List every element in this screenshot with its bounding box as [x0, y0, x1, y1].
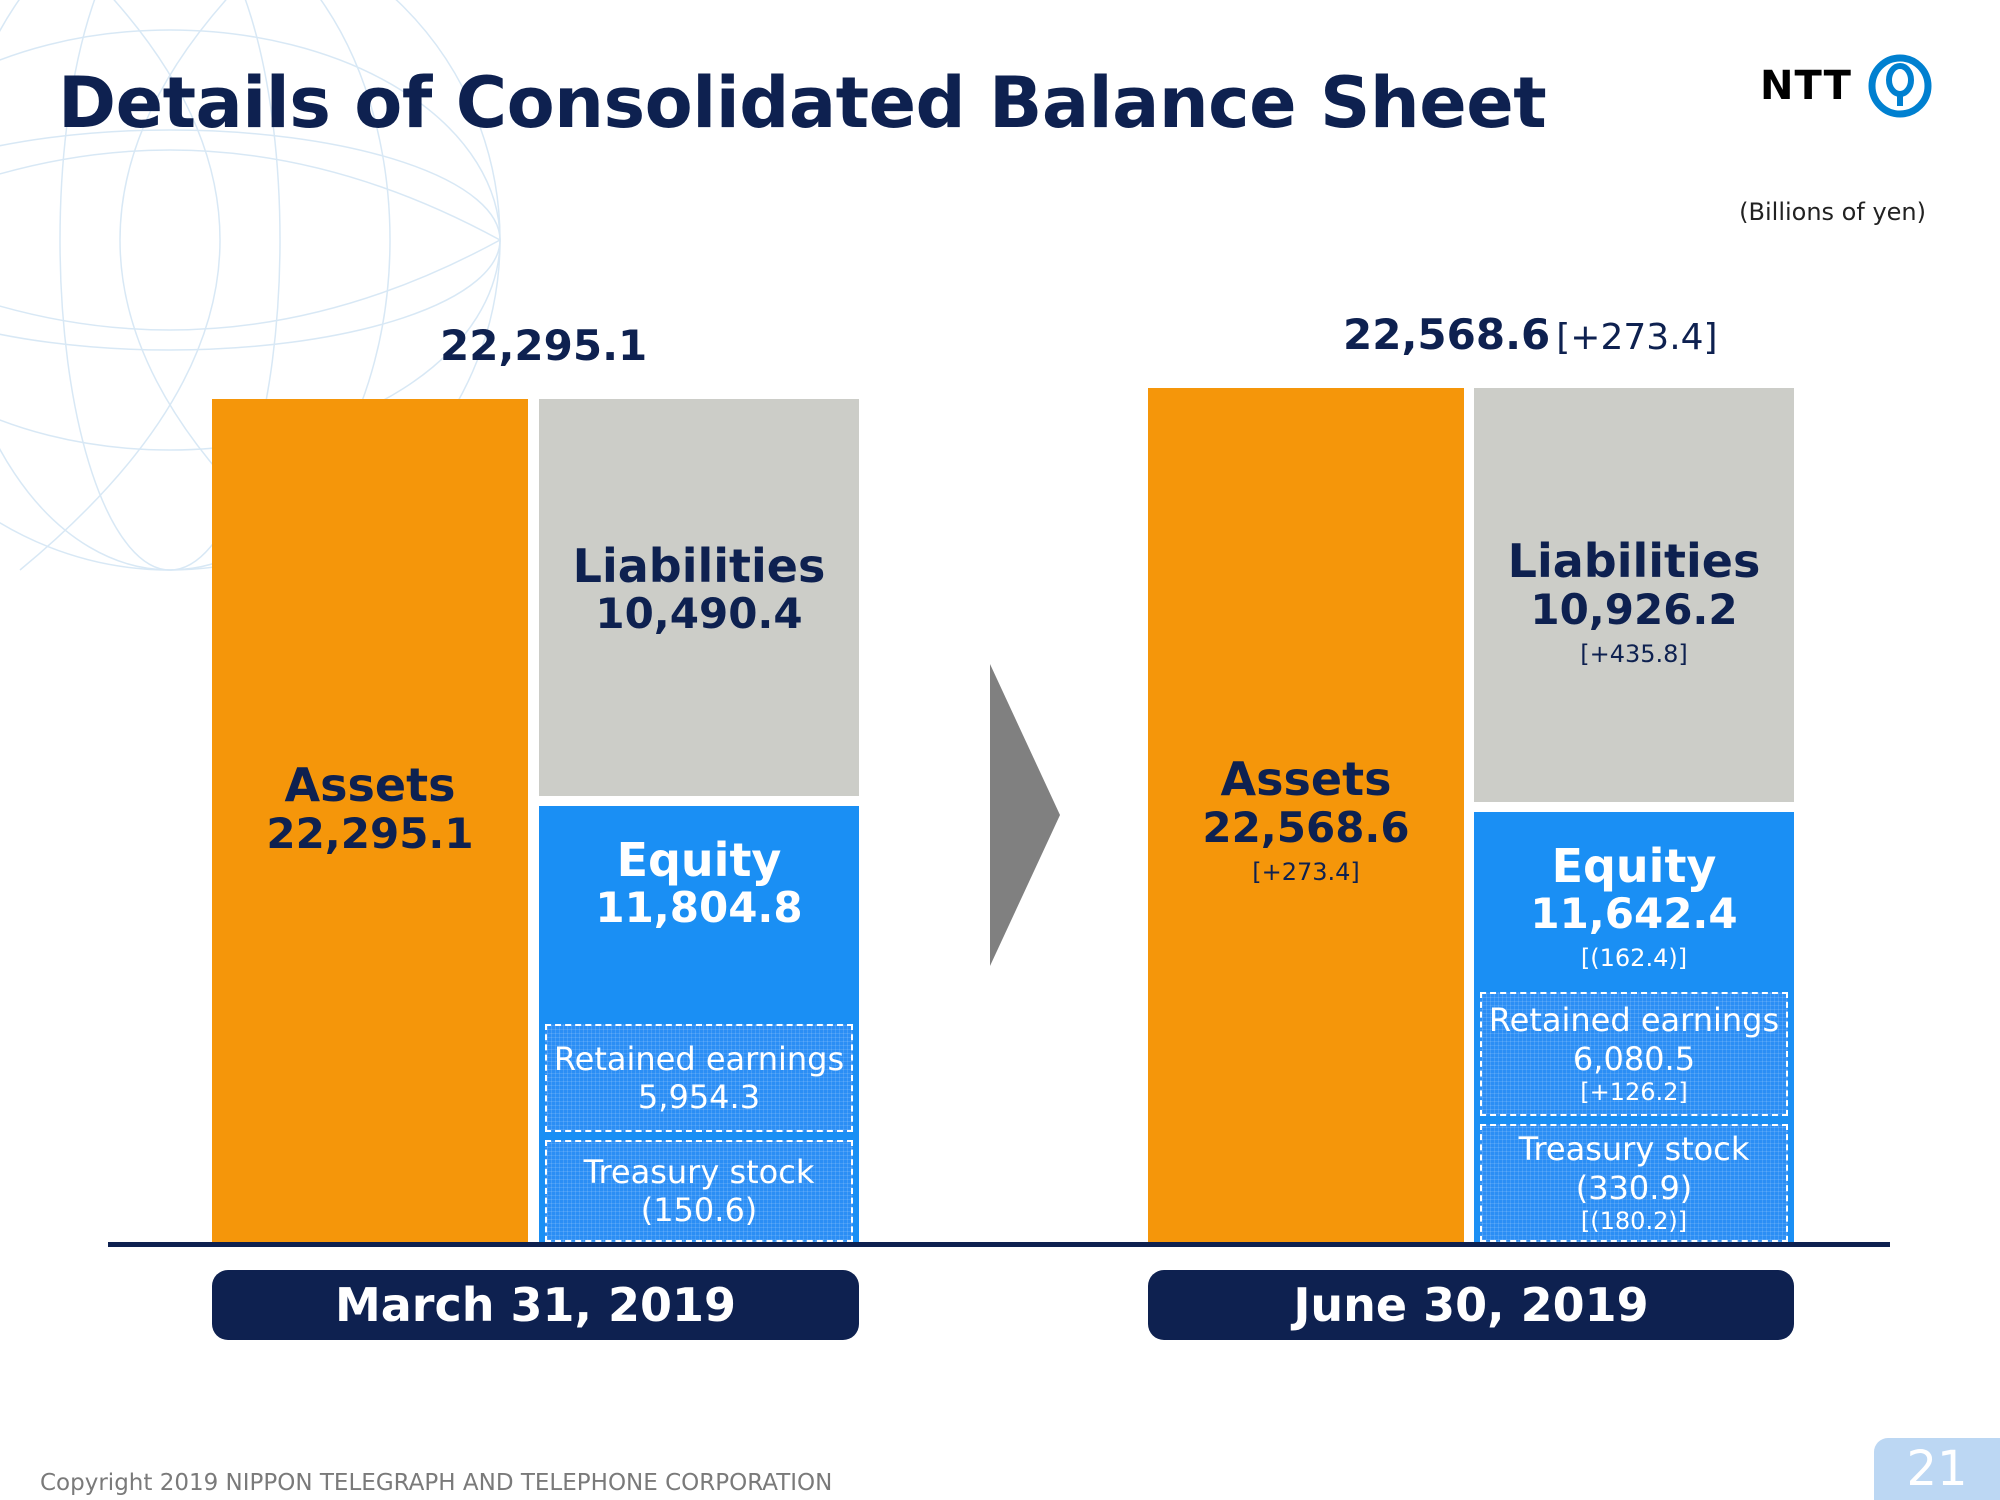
assets-bar [1148, 388, 1464, 1242]
treasury-stock-box: Treasury stock (330.9) [(180.2)] [1480, 1124, 1788, 1242]
copyright-text: Copyright 2019 NIPPON TELEGRAPH AND TELE… [40, 1470, 833, 1496]
treasury-stock-label: Treasury stock [583, 1152, 815, 1191]
equity-label: Equity [616, 832, 782, 887]
liabilities-bar [1474, 388, 1794, 802]
equity-value: 11,642.4 [1530, 888, 1738, 938]
date-label-march: March 31, 2019 [212, 1270, 859, 1340]
assets-value: 22,295.1 [266, 808, 474, 858]
liabilities-label: Liabilities [1507, 534, 1761, 589]
treasury-stock-change: [(180.2)] [1580, 1206, 1688, 1235]
ntt-logo: NTT [1760, 54, 1932, 118]
retained-earnings-change: [+126.2] [1580, 1077, 1688, 1106]
period-total-label: 22,295.1 [440, 321, 647, 370]
chart-baseline [108, 1242, 1890, 1247]
assets-label: Assets [284, 758, 456, 813]
equity-label: Equity [1551, 838, 1717, 893]
period-total-value: 22,295.1 [440, 320, 648, 370]
logo-text: NTT [1760, 63, 1852, 109]
retained-earnings-label: Retained earnings [553, 1039, 845, 1078]
retained-earnings-value: 6,080.5 [1572, 1039, 1696, 1078]
page-title: Details of Consolidated Balance Sheet [58, 62, 1547, 144]
assets-label-block: Assets 22,568.6 [+273.4] [1148, 755, 1464, 955]
treasury-stock-value: (330.9) [1575, 1168, 1693, 1207]
liabilities-label-block: Liabilities 10,490.4 [539, 538, 859, 702]
equity-label-block: Equity 11,642.4 [(162.4)] [1474, 838, 1794, 992]
ntt-logo-icon [1868, 54, 1932, 118]
assets-label: Assets [1220, 752, 1392, 807]
transition-arrow-icon [990, 664, 1060, 966]
liabilities-value: 10,926.2 [1530, 584, 1738, 634]
equity-value: 11,804.8 [595, 882, 803, 932]
treasury-stock-label: Treasury stock [1518, 1130, 1750, 1169]
liabilities-bar [539, 398, 859, 796]
liabilities-label-block: Liabilities 10,926.2 [+435.8] [1474, 537, 1794, 697]
date-label-june: June 30, 2019 [1148, 1270, 1794, 1340]
treasury-stock-value: (150.6) [640, 1191, 758, 1229]
equity-change: [(162.4)] [1580, 944, 1688, 973]
assets-value: 22,568.6 [1202, 802, 1410, 852]
liabilities-change: [+435.8] [1580, 639, 1688, 668]
retained-earnings-box: Retained earnings 6,080.5 [+126.2] [1480, 992, 1788, 1116]
retained-earnings-box: Retained earnings 5,954.3 [545, 1024, 853, 1132]
assets-bar [212, 398, 528, 1242]
period-total-label: 22,568.6 [+273.4] [1343, 310, 1718, 359]
assets-label-block: Assets 22,295.1 [212, 761, 528, 961]
treasury-stock-box: Treasury stock (150.6) [545, 1140, 853, 1242]
liabilities-value: 10,490.4 [595, 588, 803, 638]
page-number: 21 [1874, 1438, 2000, 1500]
period-total-value: 22,568.6 [1343, 310, 1551, 360]
liabilities-label: Liabilities [572, 538, 826, 593]
units-label: (Billions of yen) [1739, 198, 1926, 226]
retained-earnings-label: Retained earnings [1488, 1001, 1780, 1040]
assets-change: [+273.4] [1252, 858, 1360, 887]
equity-label-block: Equity 11,804.8 [539, 832, 859, 986]
period-total-change: [+273.4] [1556, 317, 1718, 359]
background-globe-graphic [0, 0, 501, 571]
retained-earnings-value: 5,954.3 [637, 1078, 761, 1116]
